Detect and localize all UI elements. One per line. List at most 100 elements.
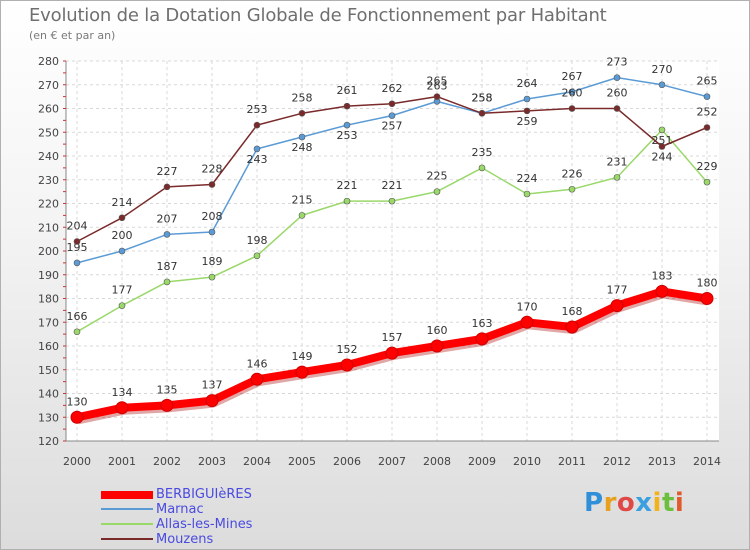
data-point: [613, 174, 621, 181]
data-label: 226: [562, 167, 583, 180]
data-label: 259: [517, 115, 538, 128]
data-label: 258: [472, 91, 493, 104]
data-point: [298, 133, 306, 141]
data-point: [478, 164, 486, 172]
data-point: [478, 109, 486, 117]
data-point: [73, 238, 81, 245]
legend-swatch-allas-les-mines: [101, 523, 153, 525]
data-point: [703, 93, 711, 100]
x-tick-label: 2004: [243, 455, 271, 468]
data-label: 224: [517, 172, 538, 185]
data-label: 195: [67, 241, 88, 254]
data-point: [208, 228, 216, 236]
data-point: [118, 247, 126, 255]
data-point: [703, 178, 711, 186]
data-label: 160: [427, 324, 448, 337]
x-tick-label: 2010: [513, 455, 541, 468]
data-label: 198: [247, 234, 268, 247]
data-label: 157: [382, 331, 403, 344]
data-label: 263: [427, 79, 448, 92]
data-point: [163, 231, 171, 238]
y-tick-label: 260: [38, 103, 59, 116]
data-label: 258: [292, 91, 313, 104]
data-point: [658, 126, 666, 134]
data-point: [253, 252, 261, 260]
data-label: 177: [112, 284, 133, 297]
data-label: 130: [67, 395, 88, 408]
data-point: [475, 332, 489, 346]
data-point: [388, 100, 396, 108]
chart-subtitle: (en € et par an): [29, 29, 116, 42]
logo-letter: o: [616, 488, 636, 518]
data-point: [613, 105, 621, 112]
data-label: 200: [112, 229, 133, 242]
data-label: 252: [697, 106, 718, 119]
data-label: 215: [292, 193, 313, 206]
y-tick-label: 180: [38, 293, 59, 306]
logo-letter: x: [635, 488, 653, 518]
data-point: [523, 190, 531, 198]
data-point: [433, 188, 441, 195]
data-label: 225: [427, 170, 448, 183]
data-point: [340, 358, 354, 372]
data-point: [388, 197, 396, 205]
data-label: 227: [157, 165, 178, 178]
data-point: [433, 93, 441, 100]
data-point: [160, 398, 174, 412]
data-point: [613, 74, 621, 81]
logo-letter: r: [603, 488, 617, 518]
data-label: 267: [562, 70, 583, 83]
data-label: 166: [67, 310, 88, 323]
data-label: 260: [607, 87, 628, 100]
data-point: [208, 181, 216, 188]
data-label: 134: [112, 386, 133, 399]
data-point: [205, 394, 219, 408]
x-tick-label: 2008: [423, 455, 451, 468]
y-tick-label: 160: [38, 340, 59, 353]
x-tick-label: 2009: [468, 455, 496, 468]
data-label: 177: [607, 284, 628, 297]
x-tick-label: 2005: [288, 455, 316, 468]
data-point: [298, 212, 306, 219]
data-point: [568, 105, 576, 112]
data-label: 265: [427, 75, 448, 88]
data-label: 221: [337, 179, 358, 192]
data-label: 170: [517, 300, 538, 313]
y-tick-label: 190: [38, 269, 59, 282]
proxiti-logo: Proxiti: [584, 488, 684, 518]
data-label: 253: [337, 129, 358, 142]
data-label: 262: [382, 82, 403, 95]
logo-letter: P: [584, 488, 604, 518]
data-point: [700, 292, 714, 305]
x-tick-label: 2007: [378, 455, 406, 468]
data-point: [118, 302, 126, 309]
data-label: 258: [472, 91, 493, 104]
y-tick-label: 270: [38, 79, 59, 92]
data-label: 207: [157, 212, 178, 225]
x-tick-label: 2011: [558, 455, 586, 468]
data-point: [385, 346, 399, 360]
data-label: 228: [202, 163, 223, 176]
data-point: [295, 365, 309, 379]
y-tick-label: 170: [38, 316, 59, 329]
x-tick-label: 2002: [153, 455, 181, 468]
legend-swatch-mouzens: [101, 538, 153, 540]
data-point: [163, 278, 171, 286]
data-label: 235: [472, 146, 493, 159]
y-tick-label: 230: [38, 174, 59, 187]
data-label: 221: [382, 179, 403, 192]
data-label: 135: [157, 383, 178, 396]
data-label: 146: [247, 357, 268, 370]
data-label: 270: [652, 63, 673, 76]
data-point: [658, 81, 666, 89]
x-tick-label: 2001: [108, 455, 136, 468]
data-point: [655, 284, 669, 298]
data-label: 273: [607, 56, 628, 69]
x-tick-label: 2006: [333, 455, 361, 468]
data-label: 163: [472, 317, 493, 330]
x-tick-label: 2012: [603, 455, 631, 468]
data-label: 261: [337, 84, 358, 97]
legend-swatch-berbiguieres: [101, 491, 153, 499]
y-tick-label: 280: [38, 55, 59, 68]
